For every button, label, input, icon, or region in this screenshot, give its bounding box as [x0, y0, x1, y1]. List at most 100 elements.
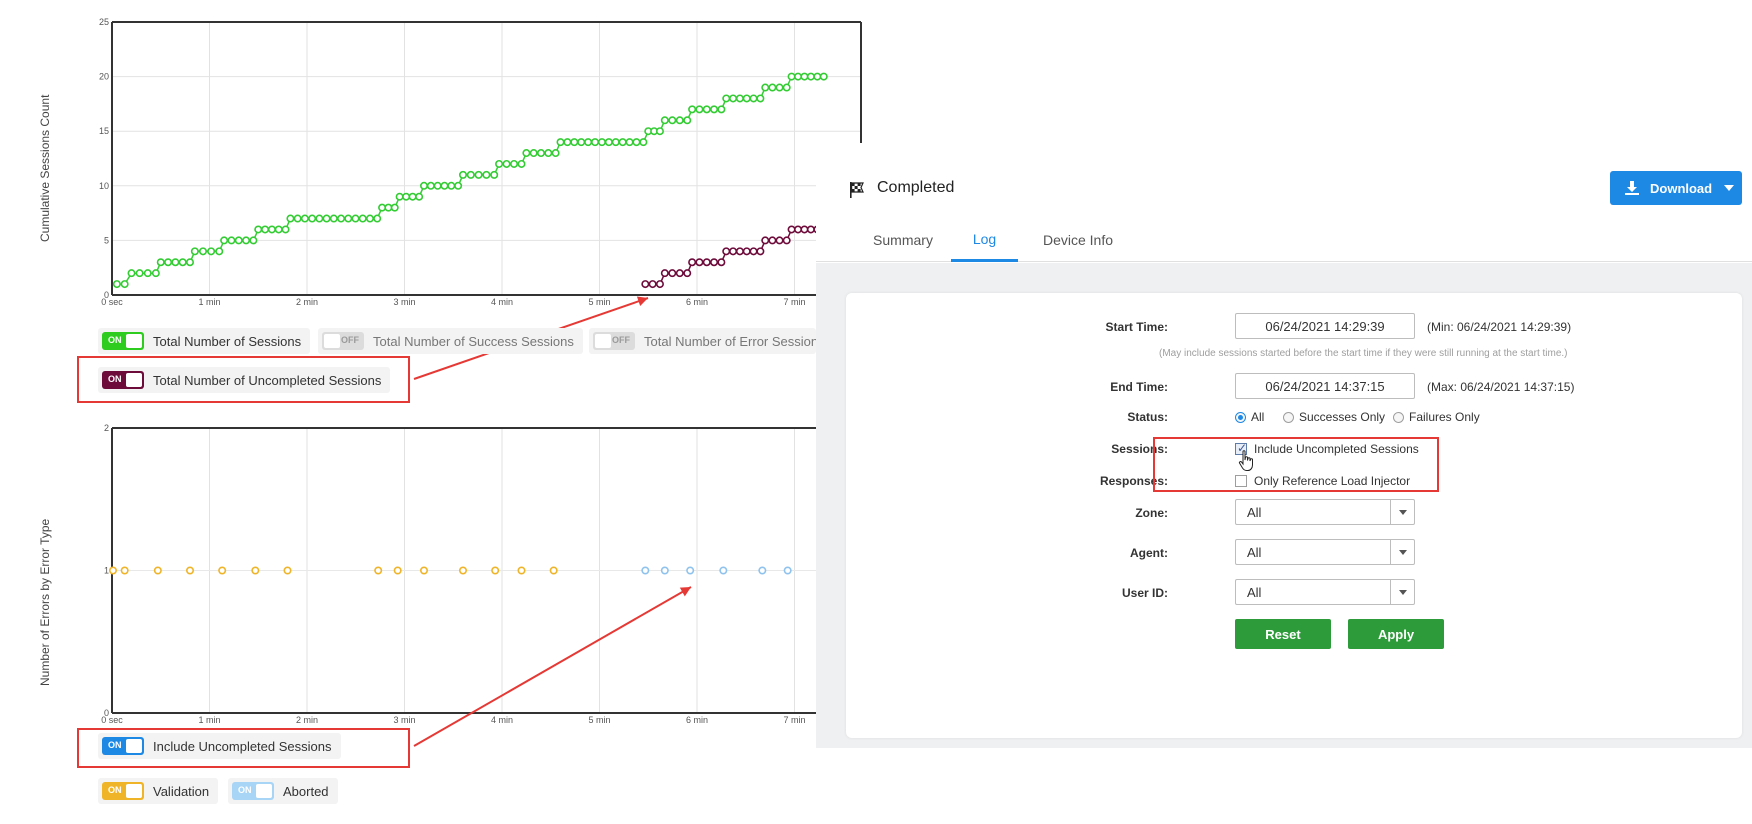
toggle-switch[interactable]: ON: [102, 332, 144, 350]
data-point: [502, 159, 511, 168]
legend-success-sessions[interactable]: OFF Total Number of Success Sessions: [318, 328, 583, 354]
data-point: [274, 225, 283, 234]
user-id-select-value: All: [1247, 584, 1262, 600]
hand-cursor-icon: [1238, 450, 1253, 471]
data-point: [283, 566, 292, 575]
bottom-chart-y-tick-label: 2: [104, 423, 109, 433]
data-point: [419, 181, 428, 190]
tab-summary[interactable]: Summary: [873, 232, 933, 248]
reset-button[interactable]: Reset: [1235, 619, 1331, 649]
data-point: [688, 105, 697, 114]
only-reference-injector-checkbox[interactable]: [1235, 475, 1247, 487]
start-time-input[interactable]: 06/24/2021 14:29:39: [1235, 313, 1415, 339]
legend-validation[interactable]: ON Validation: [98, 778, 219, 804]
user-id-select[interactable]: All: [1235, 579, 1415, 605]
data-point: [482, 170, 491, 179]
end-time-input[interactable]: 06/24/2021 14:37:15: [1235, 373, 1415, 399]
data-point: [415, 192, 424, 201]
data-point: [151, 269, 160, 278]
legend-error-sessions[interactable]: OFF Total Number of Error Sessions: [589, 328, 816, 354]
agent-select-value: All: [1247, 544, 1262, 560]
download-icon: [1625, 181, 1639, 195]
download-label: Download: [1650, 180, 1713, 196]
data-point: [717, 105, 726, 114]
radio-button[interactable]: [1393, 411, 1404, 423]
dropdown-button[interactable]: [1390, 540, 1414, 564]
dropdown-button[interactable]: [1390, 580, 1414, 604]
top-chart-y-tick-label: 10: [99, 181, 109, 191]
data-point: [584, 138, 593, 147]
data-point: [261, 225, 270, 234]
legend-include-uncompleted[interactable]: ON Include Uncompleted Sessions: [98, 733, 341, 759]
data-point: [300, 214, 309, 223]
toggle-switch[interactable]: OFF: [593, 332, 635, 350]
bottom-chart-x-tick-label: 5 min: [588, 715, 610, 725]
status-radio-successes-only[interactable]: Successes Only: [1283, 410, 1385, 424]
toggle-switch[interactable]: ON: [232, 782, 274, 800]
top-chart-y-tick-label: 5: [104, 235, 109, 245]
data-point: [358, 214, 367, 223]
legend-total-sessions[interactable]: ON Total Number of Sessions: [98, 328, 311, 354]
data-point: [454, 181, 463, 190]
checkbox-label: Include Uncompleted Sessions: [1254, 442, 1419, 456]
legend-label: Validation: [153, 783, 210, 799]
tab-device-info[interactable]: Device Info: [1042, 232, 1114, 248]
dropdown-button[interactable]: [1390, 500, 1414, 524]
data-point: [112, 280, 121, 289]
data-point: [742, 94, 751, 103]
legend-aborted[interactable]: ON Aborted: [228, 778, 338, 804]
bottom-chart-x-tick-label: 7 min: [783, 715, 805, 725]
data-point: [749, 247, 758, 256]
agent-label: Agent:: [1130, 546, 1168, 560]
legend-uncompleted-sessions[interactable]: ON Total Number of Uncompleted Sessions: [98, 367, 391, 393]
data-point: [735, 94, 744, 103]
data-point: [402, 192, 411, 201]
data-point: [490, 170, 499, 179]
only-reference-injector-checkbox-row[interactable]: Only Reference Load Injector: [1235, 474, 1410, 488]
bottom-chart-x-tick-label: 2 min: [296, 715, 318, 725]
data-point: [433, 181, 442, 190]
data-point: [787, 72, 796, 81]
data-point: [254, 225, 263, 234]
data-point: [164, 258, 173, 267]
bottom-chart-x-tick-label: 1 min: [198, 715, 220, 725]
data-point: [390, 203, 399, 212]
download-button[interactable]: Download: [1610, 171, 1742, 205]
data-point: [675, 116, 684, 125]
toggle-switch[interactable]: ON: [102, 782, 144, 800]
data-point: [758, 566, 767, 575]
toggle-switch[interactable]: OFF: [322, 332, 364, 350]
status-radio-all[interactable]: All: [1235, 410, 1264, 424]
data-point: [120, 566, 129, 575]
data-point: [293, 214, 302, 223]
tab-log[interactable]: Log: [951, 218, 1018, 262]
status-radio-failures-only[interactable]: Failures Only: [1393, 410, 1480, 424]
data-point: [702, 105, 711, 114]
top-chart-x-tick-label: 0 sec: [101, 297, 123, 307]
radio-button[interactable]: [1235, 411, 1246, 423]
toggle-switch[interactable]: ON: [102, 737, 144, 755]
data-point: [393, 566, 402, 575]
legend-label: Include Uncompleted Sessions: [153, 738, 332, 754]
radio-label: Successes Only: [1299, 410, 1386, 424]
panel-header: Completed Download Summary Log Device In…: [816, 148, 1752, 262]
data-point: [373, 214, 382, 223]
data-point: [775, 236, 784, 245]
agent-select[interactable]: All: [1235, 539, 1415, 565]
radio-button[interactable]: [1283, 411, 1294, 423]
toggle-switch[interactable]: ON: [102, 371, 144, 389]
bottom-chart-x-tick-label: 4 min: [491, 715, 513, 725]
data-point: [419, 566, 428, 575]
apply-button[interactable]: Apply: [1348, 619, 1444, 649]
zone-select[interactable]: All: [1235, 499, 1415, 525]
data-point: [625, 138, 634, 147]
data-point: [378, 203, 387, 212]
top-chart-x-tick-label: 3 min: [393, 297, 415, 307]
data-point: [655, 127, 664, 136]
data-point: [529, 149, 538, 158]
data-point: [783, 566, 792, 575]
radio-label: All: [1251, 410, 1265, 424]
include-uncompleted-checkbox-row[interactable]: Include Uncompleted Sessions: [1235, 441, 1419, 456]
data-point: [710, 105, 719, 114]
data-point: [556, 138, 565, 147]
